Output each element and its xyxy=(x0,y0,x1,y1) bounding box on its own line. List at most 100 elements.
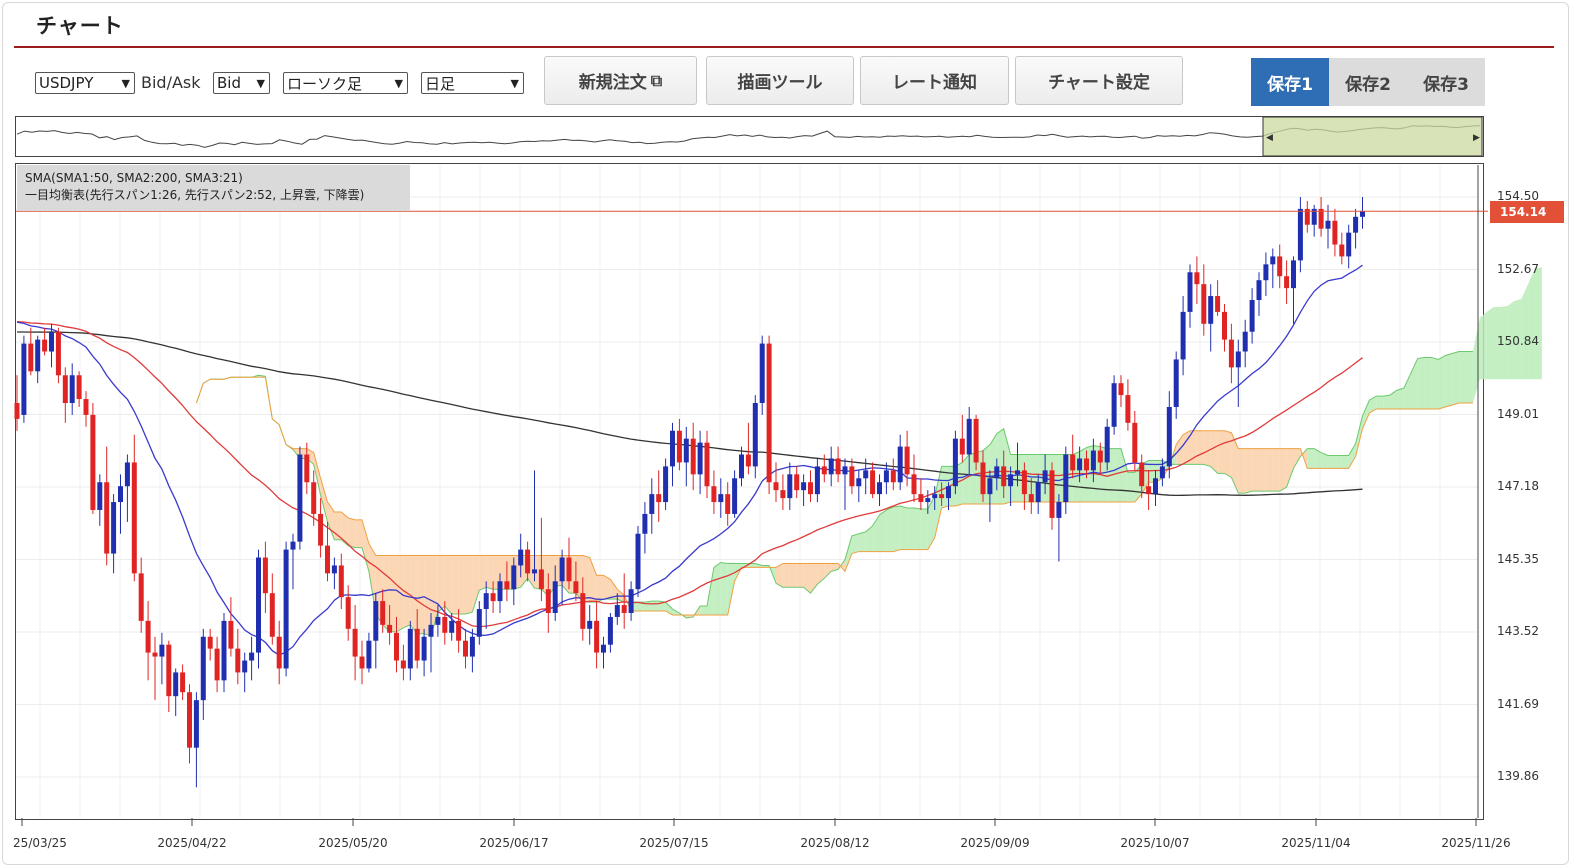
ichimoku-cloud-segment xyxy=(1224,430,1232,478)
ichimoku-cloud-segment xyxy=(1445,353,1453,407)
x-tick-label: 25/03/25 xyxy=(13,836,67,850)
candle-body xyxy=(1008,474,1014,487)
candle-body xyxy=(987,478,993,495)
candle-body xyxy=(863,470,869,479)
drawing-tool-button[interactable]: 描画ツール xyxy=(706,56,854,105)
ichimoku-cloud-segment xyxy=(1210,430,1218,474)
ichimoku-cloud-segment xyxy=(1521,284,1529,380)
candle-body xyxy=(249,652,255,661)
ichimoku-cloud-segment xyxy=(1203,430,1211,467)
period-select[interactable]: 日足 ▼ xyxy=(421,72,524,94)
chart-settings-button[interactable]: チャート設定 xyxy=(1015,56,1183,105)
candle-body xyxy=(387,624,393,633)
candle-body xyxy=(187,692,192,748)
candle-body xyxy=(621,605,627,613)
candle-body xyxy=(221,620,227,681)
x-tick-label: 2025/05/20 xyxy=(318,836,388,850)
candle-body xyxy=(1180,311,1186,360)
candle-body xyxy=(1284,276,1290,289)
ichimoku-cloud-segment xyxy=(1369,396,1377,413)
candle-body xyxy=(228,620,234,649)
bidask-value: Bid xyxy=(217,74,241,92)
ichimoku-cloud-segment xyxy=(596,575,604,603)
ichimoku-cloud-segment xyxy=(1390,390,1397,409)
candle-body xyxy=(725,494,731,514)
ichimoku-cloud-segment xyxy=(713,562,721,615)
candle-body xyxy=(594,620,600,653)
symbol-select[interactable]: USDJPY ▼ xyxy=(35,72,135,94)
save2-tab[interactable]: 保存2 xyxy=(1329,58,1407,106)
candle-body xyxy=(428,624,434,637)
candle-body xyxy=(1049,470,1055,518)
save3-tab[interactable]: 保存3 xyxy=(1407,58,1485,106)
candle-body xyxy=(1325,220,1331,229)
candle-body xyxy=(235,648,241,673)
navigator-right-handle: ▶ xyxy=(1473,133,1480,143)
ichimoku-cloud-segment xyxy=(1376,396,1384,409)
candle-body xyxy=(711,486,717,503)
senkou-span-b xyxy=(195,376,1473,616)
candle-body xyxy=(870,470,876,495)
title-divider xyxy=(14,46,1554,48)
new-order-button[interactable]: 新規注文 ⧉ xyxy=(544,56,697,105)
candle-body xyxy=(83,399,89,415)
candle-body xyxy=(683,438,689,463)
candle-body xyxy=(718,494,724,503)
navigator-selection xyxy=(1262,116,1483,157)
ichimoku-cloud-segment xyxy=(1452,351,1460,405)
bidask-select[interactable]: Bid ▼ xyxy=(213,72,270,94)
candle-body xyxy=(407,628,413,669)
candle-body xyxy=(283,549,289,669)
candle-body xyxy=(359,656,365,669)
candle-body xyxy=(256,557,261,653)
chart-plot-area[interactable] xyxy=(15,163,1484,820)
candle-body xyxy=(1111,383,1117,427)
candle-body xyxy=(877,482,882,495)
candle-body xyxy=(242,660,248,673)
candle-body xyxy=(1104,426,1110,463)
chart-type-select[interactable]: ローソク足 ▼ xyxy=(283,72,408,94)
ichimoku-cloud-segment xyxy=(403,555,411,628)
ichimoku-cloud-segment xyxy=(962,454,970,505)
candle-body xyxy=(414,628,420,661)
candle-body xyxy=(787,474,793,499)
ichimoku-cloud-segment xyxy=(741,563,749,568)
candle-body xyxy=(614,605,620,617)
save1-tab[interactable]: 保存1 xyxy=(1251,58,1329,106)
sma50-line xyxy=(16,320,1363,628)
ichimoku-cloud-segment xyxy=(610,579,618,600)
candle-body xyxy=(766,343,772,483)
candle-body xyxy=(649,494,655,514)
candle-body xyxy=(55,331,61,376)
ichimoku-cloud-segment xyxy=(817,563,825,585)
ichimoku-cloud-segment xyxy=(1410,358,1418,409)
candle-body xyxy=(849,466,855,487)
candle-body xyxy=(1346,232,1352,257)
candle-body xyxy=(373,601,379,641)
candle-body xyxy=(504,581,510,590)
y-tick-label: 154.50 xyxy=(1497,189,1539,203)
ichimoku-cloud-segment xyxy=(451,555,459,614)
ichimoku-cloud-segment xyxy=(1348,443,1356,469)
ichimoku-cloud-segment xyxy=(900,506,908,550)
x-tick-label: 2025/10/07 xyxy=(1120,836,1190,850)
candle-body xyxy=(1201,284,1207,324)
candle-body xyxy=(1090,450,1096,471)
candle-body xyxy=(104,482,110,554)
candle-body xyxy=(911,474,917,495)
ichimoku-cloud-segment xyxy=(1196,430,1204,465)
candle-body xyxy=(1332,220,1338,245)
candle-body xyxy=(1035,482,1041,503)
candle-body xyxy=(628,589,634,613)
ichimoku-cloud-segment xyxy=(1479,311,1487,380)
ichimoku-cloud-segment xyxy=(1500,305,1508,380)
candle-body xyxy=(566,557,572,582)
candle-body xyxy=(138,573,144,621)
candle-body xyxy=(1084,458,1089,471)
candle-body xyxy=(939,494,945,499)
y-tick-label: 145.35 xyxy=(1497,551,1539,566)
candle-body xyxy=(111,502,117,554)
candle-body xyxy=(732,478,738,514)
popup-window-icon: ⧉ xyxy=(650,70,663,90)
rate-alert-button[interactable]: レート通知 xyxy=(860,56,1009,105)
